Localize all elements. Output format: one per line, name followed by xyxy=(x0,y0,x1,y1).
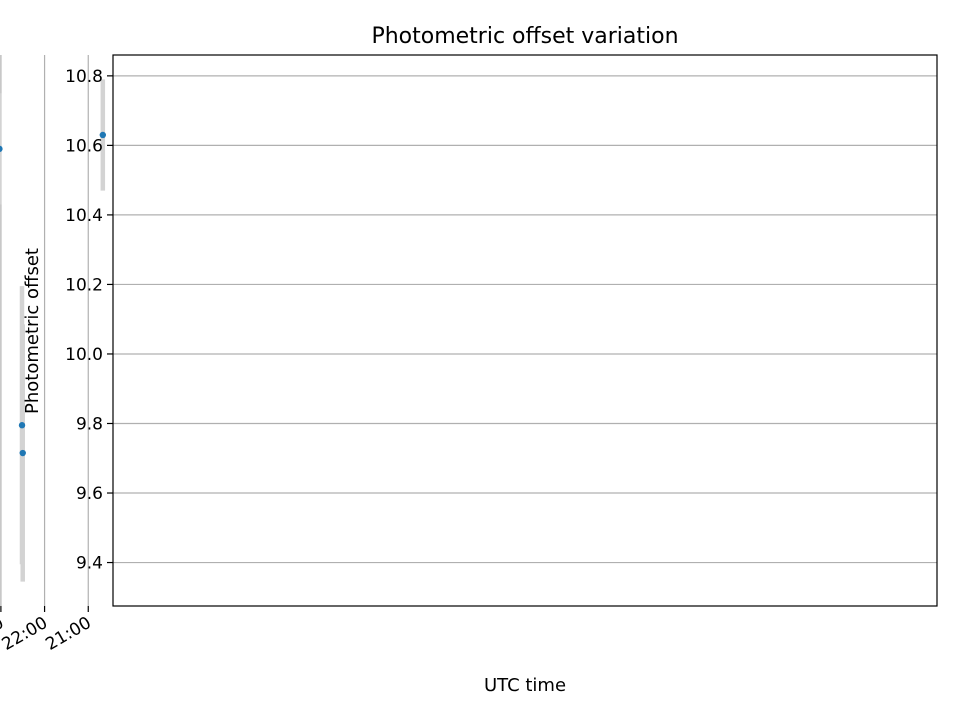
data-point xyxy=(18,422,26,429)
y-tick-label: 9.4 xyxy=(76,554,103,574)
y-tick-label: 10.6 xyxy=(65,136,103,156)
y-tick-label: 10.4 xyxy=(65,206,103,226)
data-point xyxy=(19,449,26,457)
data-points xyxy=(0,131,107,457)
y-tick-label: 10.2 xyxy=(65,275,103,295)
data-point xyxy=(99,131,107,139)
y-tick-label: 10.8 xyxy=(65,67,103,87)
data-point xyxy=(0,145,3,153)
y-tick-label: 9.6 xyxy=(76,484,103,504)
y-axis-ticks: 9.4 9.6 9.8 10.0 10.2 10.4 10.6 10.8 xyxy=(65,67,113,574)
plot-frame xyxy=(112,54,938,607)
y-axis-label: Photometric offset xyxy=(22,248,43,414)
x-axis-label: UTC time xyxy=(484,675,566,696)
y-tick-label: 9.8 xyxy=(76,414,103,434)
y-tick-label: 10.0 xyxy=(65,345,103,365)
chart-title: Photometric offset variation xyxy=(371,24,678,49)
